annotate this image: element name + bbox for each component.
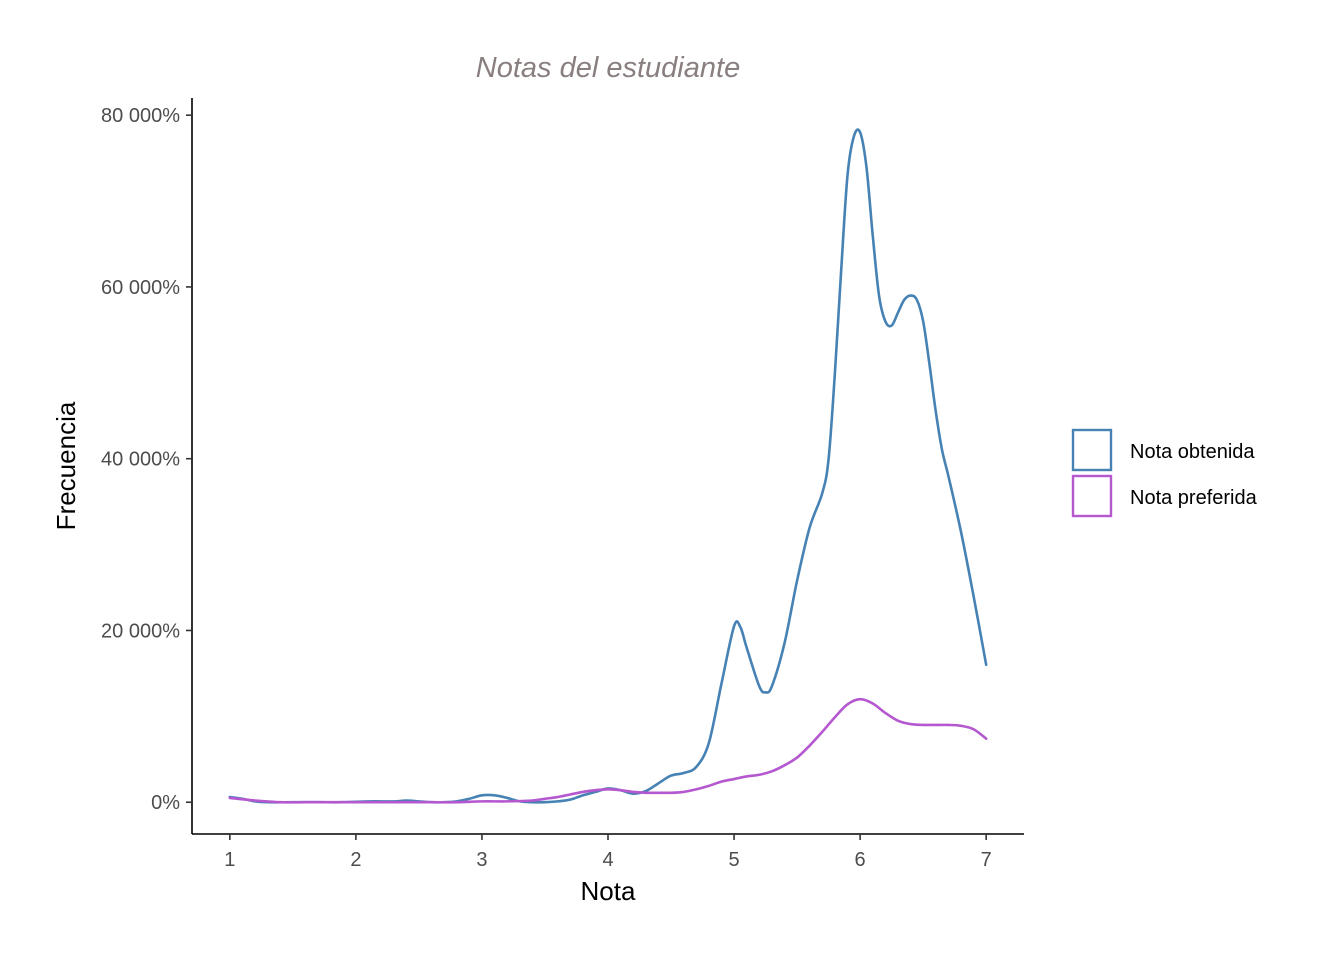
y-tick-label: 60 000%	[101, 277, 180, 299]
x-tick-label: 2	[350, 849, 361, 871]
x-tick-label: 1	[224, 849, 235, 871]
series-line-nota-preferida	[228, 697, 988, 804]
legend: Nota obtenida Nota preferida	[1071, 428, 1258, 518]
y-tick-label: 20 000%	[101, 620, 180, 642]
legend-key-nota-preferida	[1071, 474, 1113, 518]
y-axis-title: Frecuencia	[51, 401, 81, 530]
legend-key-nota-obtenida	[1071, 428, 1113, 472]
axes	[191, 98, 1024, 835]
x-tick-label: 7	[981, 849, 992, 871]
series-lines	[228, 128, 988, 804]
x-tick-label: 6	[855, 849, 866, 871]
x-tick-label: 5	[728, 849, 739, 871]
x-tick-label: 3	[476, 849, 487, 871]
legend-label-nota-obtenida: Nota obtenida	[1130, 441, 1255, 463]
y-tick-label: 80 000%	[101, 105, 180, 127]
legend-label-nota-preferida: Nota preferida	[1130, 487, 1258, 509]
x-axis-title: Nota	[581, 876, 636, 906]
x-tick-label: 4	[602, 849, 613, 871]
y-tick-label: 40 000%	[101, 449, 180, 471]
y-tick-label: 0%	[151, 792, 180, 814]
y-ticks: 0% 20 000% 40 000% 60 000% 80 000%	[101, 105, 192, 814]
chart-title: Notas del estudiante	[476, 52, 740, 84]
x-ticks: 1 2 3 4 5 6 7	[224, 834, 992, 871]
series-line-nota-obtenida	[228, 128, 988, 804]
